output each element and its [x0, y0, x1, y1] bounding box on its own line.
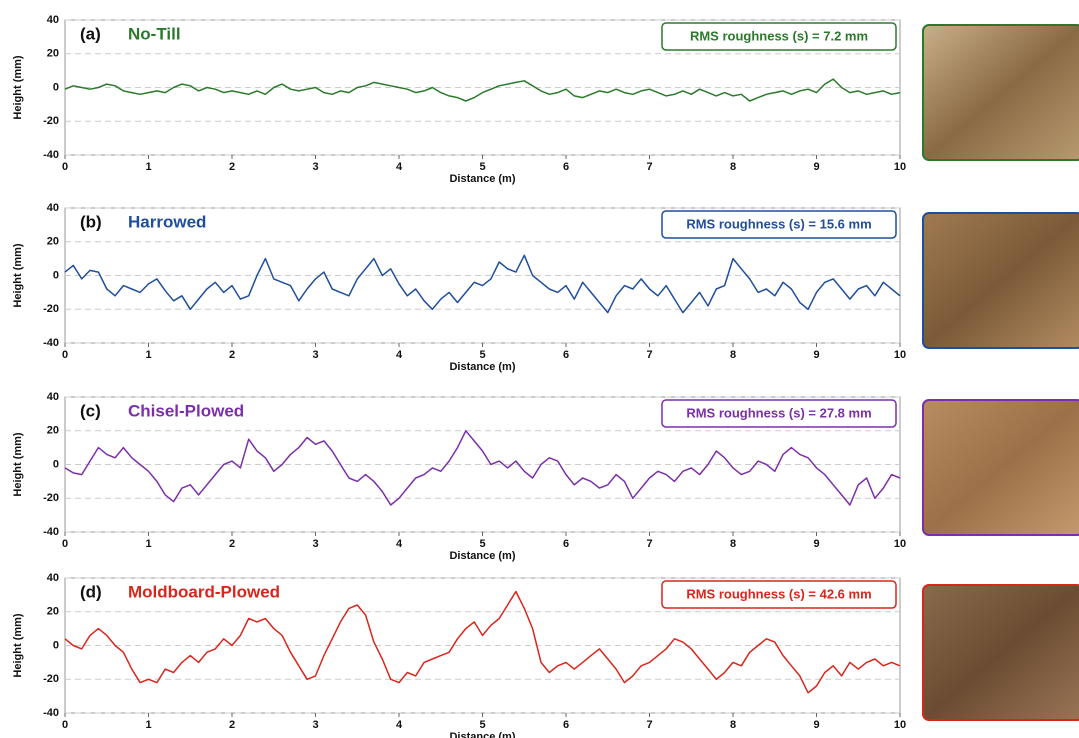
x-tick-label: 4: [396, 349, 403, 361]
x-tick-label: 9: [813, 538, 819, 550]
panel-label: (d): [80, 582, 102, 601]
x-tick-label: 10: [894, 538, 906, 550]
y-tick-label: 20: [47, 425, 59, 437]
x-tick-label: 6: [563, 719, 569, 731]
y-tick-label: 20: [47, 606, 59, 618]
x-tick-label: 5: [479, 349, 485, 361]
photo: [923, 585, 1079, 720]
x-tick-label: 6: [563, 538, 569, 550]
y-tick-label: 0: [53, 81, 59, 93]
x-tick-label: 8: [730, 161, 736, 173]
x-tick-label: 1: [145, 349, 151, 361]
x-tick-label: 6: [563, 161, 569, 173]
y-tick-label: -20: [43, 492, 59, 504]
y-tick-label: 0: [53, 458, 59, 470]
x-axis-label: Distance (m): [449, 173, 515, 185]
y-tick-label: -40: [43, 149, 59, 161]
y-tick-label: 40: [47, 202, 59, 214]
x-tick-label: 3: [312, 161, 318, 173]
photo: [923, 213, 1079, 348]
annotation: RMS roughness (s) = 7.2 mm: [690, 28, 868, 43]
x-tick-label: 10: [894, 349, 906, 361]
annotation: RMS roughness (s) = 15.6 mm: [686, 216, 871, 231]
x-tick-label: 7: [646, 349, 652, 361]
y-tick-label: -40: [43, 526, 59, 538]
x-tick-label: 3: [312, 349, 318, 361]
y-tick-label: -40: [43, 337, 59, 349]
panel-label: (b): [80, 212, 102, 231]
x-tick-label: 5: [479, 161, 485, 173]
x-axis-label: Distance (m): [449, 361, 515, 373]
x-tick-label: 7: [646, 538, 652, 550]
x-tick-label: 4: [396, 161, 403, 173]
x-tick-label: 0: [62, 719, 68, 731]
photo: [923, 400, 1079, 535]
x-tick-label: 4: [396, 719, 403, 731]
y-tick-label: 0: [53, 639, 59, 651]
x-tick-label: 8: [730, 349, 736, 361]
x-tick-label: 7: [646, 161, 652, 173]
x-axis-label: Distance (m): [449, 731, 515, 738]
x-tick-label: 2: [229, 538, 235, 550]
y-tick-label: 40: [47, 572, 59, 584]
x-tick-label: 9: [813, 349, 819, 361]
x-tick-label: 1: [145, 538, 151, 550]
x-tick-label: 5: [479, 719, 485, 731]
panel-title: Chisel-Plowed: [128, 401, 244, 420]
y-axis-label: Height (mm): [12, 243, 24, 308]
panel-title: No-Till: [128, 24, 181, 43]
x-tick-label: 3: [312, 538, 318, 550]
x-tick-label: 2: [229, 719, 235, 731]
y-tick-label: 40: [47, 391, 59, 403]
x-tick-label: 2: [229, 349, 235, 361]
photo: [923, 25, 1079, 160]
panel-title: Moldboard-Plowed: [128, 582, 280, 601]
x-tick-label: 0: [62, 538, 68, 550]
y-tick-label: 40: [47, 14, 59, 26]
x-tick-label: 0: [62, 349, 68, 361]
y-axis-label: Height (mm): [12, 432, 24, 497]
y-tick-label: 20: [47, 48, 59, 60]
x-axis-label: Distance (m): [449, 550, 515, 562]
annotation: RMS roughness (s) = 42.6 mm: [686, 586, 871, 601]
y-axis-label: Height (mm): [12, 613, 24, 678]
y-tick-label: -20: [43, 115, 59, 127]
y-tick-label: 20: [47, 236, 59, 248]
y-tick-label: -20: [43, 673, 59, 685]
x-tick-label: 5: [479, 538, 485, 550]
panel-label: (c): [80, 401, 101, 420]
figure: -40-2002040012345678910Distance (m)Heigh…: [0, 0, 1079, 738]
x-tick-label: 1: [145, 161, 151, 173]
y-tick-label: -20: [43, 303, 59, 315]
x-tick-label: 8: [730, 538, 736, 550]
panel-title: Harrowed: [128, 212, 206, 231]
x-tick-label: 9: [813, 161, 819, 173]
x-tick-label: 10: [894, 161, 906, 173]
x-tick-label: 4: [396, 538, 403, 550]
x-tick-label: 2: [229, 161, 235, 173]
y-tick-label: 0: [53, 269, 59, 281]
x-tick-label: 0: [62, 161, 68, 173]
x-tick-label: 8: [730, 719, 736, 731]
annotation: RMS roughness (s) = 27.8 mm: [686, 405, 871, 420]
x-tick-label: 10: [894, 719, 906, 731]
x-tick-label: 9: [813, 719, 819, 731]
x-tick-label: 6: [563, 349, 569, 361]
y-tick-label: -40: [43, 707, 59, 719]
x-tick-label: 3: [312, 719, 318, 731]
panel-label: (a): [80, 24, 101, 43]
y-axis-label: Height (mm): [12, 55, 24, 120]
x-tick-label: 7: [646, 719, 652, 731]
x-tick-label: 1: [145, 719, 151, 731]
